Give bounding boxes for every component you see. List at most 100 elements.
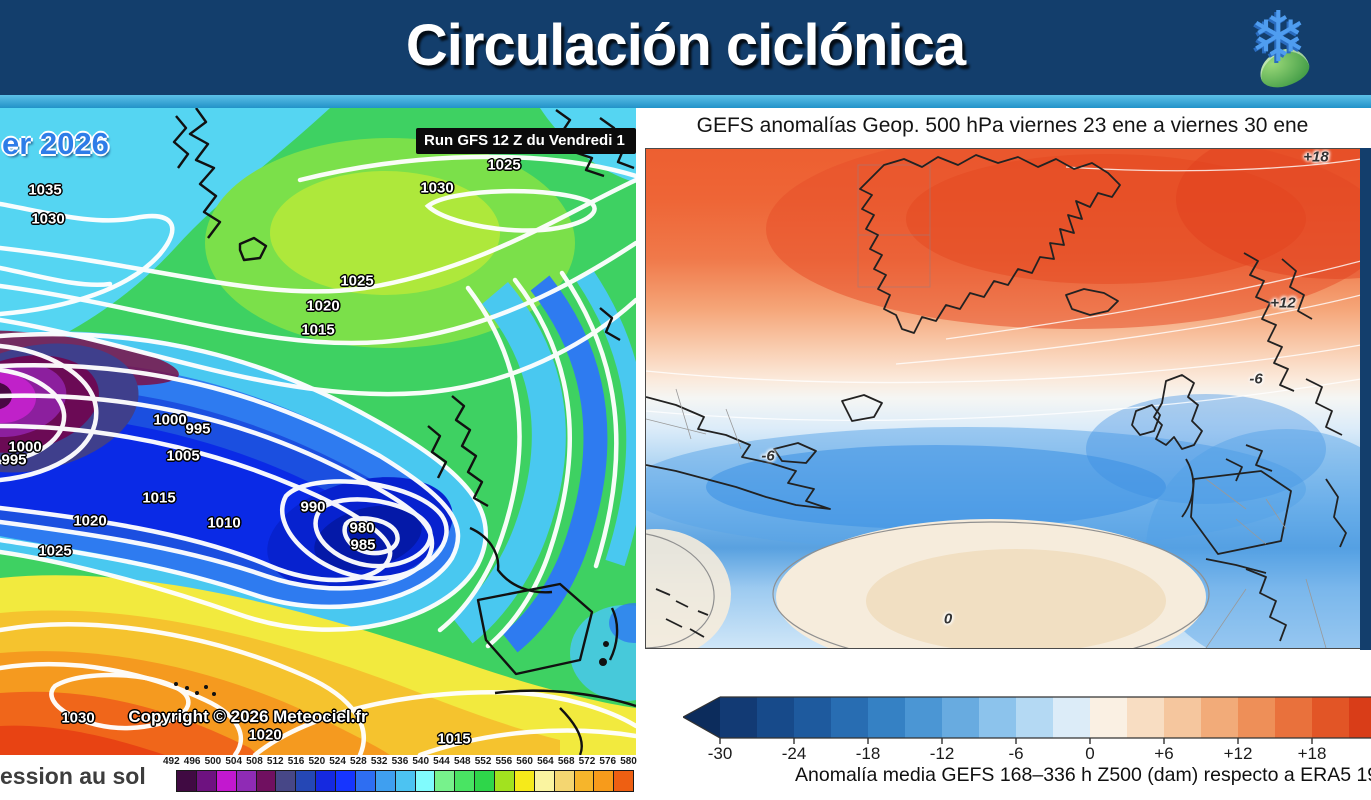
scale-swatch <box>594 771 615 791</box>
page-title: Circulación ciclónica <box>405 13 966 78</box>
scale-swatch <box>276 771 297 791</box>
scale-title: ession au sol <box>0 763 146 789</box>
contour-label: 995 <box>1 451 27 469</box>
scale-value: 544 <box>433 756 450 767</box>
scale-value: 576 <box>599 756 617 767</box>
contour-label: 1030 <box>420 179 454 197</box>
scale-swatch <box>375 771 396 791</box>
contour-label: 1035 <box>28 181 62 199</box>
scale-swatch <box>574 771 595 791</box>
colorbar-tick-row: -30 -24 -18 -12 -6 0 +6 +12 +18 <box>683 744 1371 766</box>
contour-label: 995 <box>185 420 211 438</box>
slide-right-border <box>1360 148 1371 650</box>
scale-swatch <box>236 771 257 791</box>
colorbar-tick: -30 <box>707 744 733 763</box>
scale-swatch <box>475 771 495 791</box>
gefs-map-title: GEFS anomalías Geop. 500 hPa viernes 23 … <box>696 114 1309 137</box>
scale-value: 508 <box>246 756 263 767</box>
scale-swatch <box>355 771 376 791</box>
scale-value: 528 <box>350 756 367 767</box>
scale-swatch <box>177 771 197 791</box>
anomaly-label: +12 <box>1270 294 1296 312</box>
copyright-label: Copyright © 2026 Meteociel.fr <box>128 707 368 726</box>
colorbar-tick: -6 <box>1008 744 1024 763</box>
scale-value: 580 <box>620 756 637 767</box>
contour-label: 1025 <box>487 156 521 174</box>
scale-swatch <box>514 771 535 791</box>
run-date-label: er 2026 <box>2 126 109 161</box>
colorbar-tick: 0 <box>1085 744 1095 763</box>
contour-label: 1015 <box>437 730 471 748</box>
scale-value: 512 <box>266 756 284 767</box>
scale-swatch-row <box>176 770 634 792</box>
scale-swatch <box>336 771 356 791</box>
scale-value: 564 <box>537 756 554 767</box>
scale-swatch <box>415 771 436 791</box>
header-divider <box>0 95 1371 108</box>
contour-label: 980 <box>349 519 375 537</box>
contour-label: 990 <box>300 498 326 516</box>
anomaly-label: -6 <box>1249 370 1263 388</box>
snowflake-icon: ❄ <box>1249 0 1308 76</box>
scale-swatch <box>296 771 317 791</box>
colorbar-tick: -18 <box>855 744 881 763</box>
scale-value: 524 <box>329 756 346 767</box>
colorbar-tick: +6 <box>1154 744 1174 763</box>
scale-swatch <box>256 771 277 791</box>
scale-values-row: 492 496 500 504 508 512 516 520 524 528 532 536 540 5… <box>163 756 637 767</box>
contour-label: 1015 <box>142 489 176 507</box>
contour-label: 1015 <box>301 321 335 339</box>
scale-value: 500 <box>204 756 222 767</box>
run-info-box: Run GFS 12 Z du Vendredi 1 <box>416 128 636 154</box>
scale-value: 496 <box>183 756 201 767</box>
anomaly-label: +18 <box>1303 148 1329 166</box>
contour-label: 1020 <box>73 512 107 530</box>
colorbar-tick: -12 <box>929 744 955 763</box>
contour-label: 1010 <box>207 514 241 532</box>
colorbar-caption: Anomalía media GEFS 168–336 h Z500 (dam)… <box>795 764 1371 786</box>
pressure-map-graphic <box>0 108 636 755</box>
scale-value: 560 <box>516 756 533 767</box>
colorbar-tick: -24 <box>781 744 807 763</box>
scale-swatch <box>216 771 237 791</box>
contour-label: 1000 <box>8 438 42 456</box>
scale-value: 556 <box>495 756 513 767</box>
scale-swatch <box>614 771 634 791</box>
anomaly-map-graphic <box>646 149 1361 648</box>
scale-value: 520 <box>308 756 326 767</box>
contour-label: 1000 <box>153 411 187 429</box>
scale-swatch <box>435 771 456 791</box>
colorbar-tick: +12 <box>1223 744 1253 763</box>
contour-label: 1030 <box>31 210 65 228</box>
anomaly-label: 0 <box>943 610 953 628</box>
gefs-anomaly-map: +18 +12 -6 -6 0 <box>645 148 1362 649</box>
contour-label: 1020 <box>306 297 340 315</box>
snowflake-leaf-icon: ❄ <box>1247 0 1323 93</box>
scale-swatch <box>395 771 416 791</box>
scale-swatch <box>196 771 217 791</box>
gfs-pressure-map: er 2026 Run GFS 12 Z du Vendredi 1 Copyr… <box>0 108 636 755</box>
scale-value: 552 <box>474 756 492 767</box>
scale-swatch <box>495 771 515 791</box>
scale-value: 536 <box>391 756 409 767</box>
colorbar-tick: +18 <box>1297 744 1327 763</box>
scale-value: 568 <box>557 756 575 767</box>
contour-label: 1025 <box>340 272 374 290</box>
contour-label: 1005 <box>166 447 200 465</box>
scale-swatch <box>534 771 555 791</box>
contour-label: 1025 <box>38 542 72 560</box>
header: Circulación ciclónica ❄ <box>0 0 1371 95</box>
scale-value: 504 <box>225 756 243 767</box>
scale-swatch <box>316 771 336 791</box>
scale-swatch <box>554 771 575 791</box>
contour-label: 985 <box>350 536 376 554</box>
scale-value: 532 <box>370 756 388 767</box>
contour-label: 1020 <box>248 726 282 744</box>
scale-value: 540 <box>412 756 430 767</box>
scale-swatch <box>455 771 476 791</box>
anomaly-colorbar <box>681 695 1371 745</box>
pressure-scale: ession au sol 492 496 500 504 508 512 516 520 52… <box>0 755 637 800</box>
anomaly-label: -6 <box>761 447 775 465</box>
contour-label: 1030 <box>61 709 95 727</box>
